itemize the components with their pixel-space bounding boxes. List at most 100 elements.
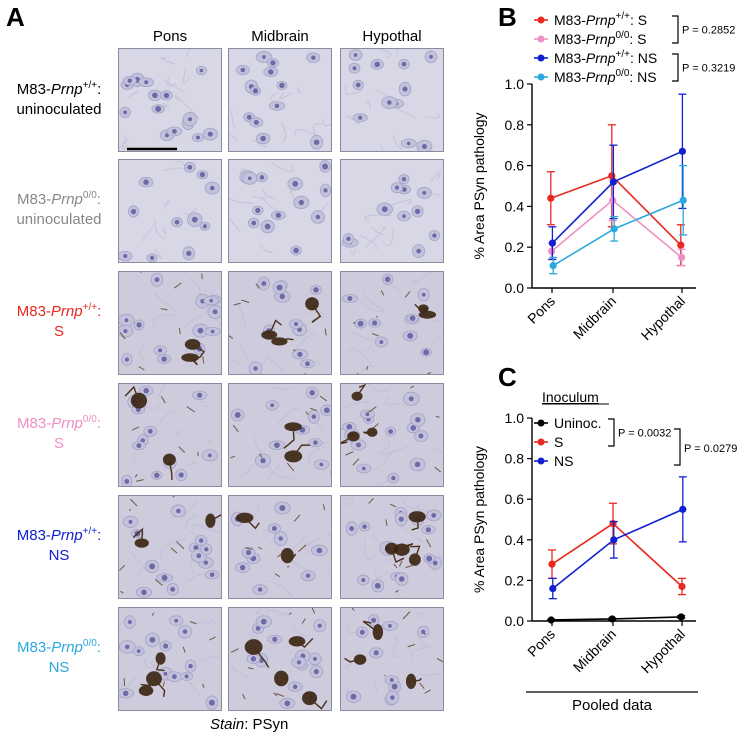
micrograph-image xyxy=(341,496,443,598)
legend-label: M83-Prnp0/0: S xyxy=(554,30,647,47)
micrograph-image xyxy=(341,160,443,262)
row-label-condition: NS xyxy=(48,547,70,564)
y-tick-label: 0.4 xyxy=(505,532,525,548)
row-label-colon: : xyxy=(97,303,102,320)
data-point xyxy=(608,172,616,180)
data-point xyxy=(678,147,686,155)
row-label-sup: 0/0 xyxy=(82,190,97,201)
significance-bracket: P = 0.0279 xyxy=(674,428,737,466)
panel-letter-a: A xyxy=(6,2,25,32)
column-header-pons: Pons xyxy=(152,28,188,45)
y-tick-label: 0.8 xyxy=(505,451,525,467)
x-tick-label: Hypothal xyxy=(638,626,688,676)
micrograph-tile xyxy=(228,495,332,599)
row-label-genotype: M83-Prnp+/+: xyxy=(0,76,118,100)
data-point xyxy=(547,194,555,202)
y-tick-label: 0.4 xyxy=(505,198,525,214)
row-label-condition: S xyxy=(53,323,64,340)
micrograph-image xyxy=(341,49,443,151)
micrograph-tile xyxy=(340,48,444,152)
micrograph-image xyxy=(119,160,221,262)
micrograph-tile xyxy=(118,383,222,487)
x-tick-label: Pons xyxy=(524,626,558,660)
y-axis-label: % Area PSyn pathology xyxy=(471,112,487,259)
row-label-prefix: M83- xyxy=(16,303,51,320)
row-label: M83-Prnp0/0: NS xyxy=(0,634,118,678)
stain-value: : PSyn xyxy=(244,716,289,733)
legend-item: NS xyxy=(534,453,573,469)
legend-item: M83-Prnp+/+: NS xyxy=(534,49,657,66)
y-tick-label: 0.8 xyxy=(505,117,525,133)
row-label-genotype: M83-Prnp0/0: xyxy=(0,634,118,658)
micrograph-image xyxy=(119,272,221,374)
micrograph-tile xyxy=(228,48,332,152)
x-tick-label: Midbrain xyxy=(570,293,619,342)
y-axis-label: % Area PSyn pathology xyxy=(471,446,487,593)
row-label-colon: : xyxy=(97,81,102,98)
micrograph-image xyxy=(119,496,221,598)
x-tick-label: Midbrain xyxy=(570,626,619,675)
row-label: M83-Prnp0/0: uninoculated xyxy=(0,186,118,230)
data-point xyxy=(549,261,557,270)
row-label-genotype: M83-Prnp+/+: xyxy=(0,522,118,546)
micrograph-tile xyxy=(118,495,222,599)
micrograph-tile xyxy=(118,607,222,711)
micrograph-image xyxy=(229,160,331,262)
panel-letter-b: B xyxy=(498,2,517,32)
row-label-prefix: M83- xyxy=(17,191,52,208)
column-header-midbrain: Midbrain xyxy=(251,28,309,45)
row-label-gene: Prnp xyxy=(50,303,83,320)
micrograph-tile xyxy=(118,159,222,263)
micrograph-image xyxy=(229,496,331,598)
data-point xyxy=(677,241,685,249)
row-label-sup: +/+ xyxy=(82,526,98,537)
micrograph-tile xyxy=(228,383,332,487)
data-point xyxy=(608,615,616,623)
data-point xyxy=(609,196,617,204)
legend-label: M83-Prnp+/+: S xyxy=(554,11,647,28)
micrograph-image xyxy=(341,272,443,374)
y-tick-label: 1.0 xyxy=(505,76,525,92)
legend-label: M83-Prnp+/+: NS xyxy=(554,49,657,66)
row-label-condition: NS xyxy=(48,659,70,676)
micrograph-tile xyxy=(340,495,444,599)
row-label-prefix: M83- xyxy=(17,639,52,656)
legend-label: NS xyxy=(554,453,573,469)
data-point xyxy=(548,560,556,568)
chart-b: 0.0 0.2 0.4 0.6 0.8 1.0 Pons Midbrain Hypothal % … xyxy=(471,11,735,343)
micrograph-tile xyxy=(340,271,444,375)
micrograph-tile xyxy=(228,271,332,375)
panel-letter-c: C xyxy=(498,362,517,392)
row-label-colon: : xyxy=(97,527,102,544)
data-point xyxy=(677,613,685,621)
significance-bracket: P = 0.3219 xyxy=(672,53,735,82)
row-label-colon: : xyxy=(96,415,101,432)
row-label-gene: Prnp xyxy=(51,639,83,656)
data-point xyxy=(547,616,555,624)
legend-label: S xyxy=(554,434,563,450)
legend-item: M83-Prnp+/+: S xyxy=(534,11,647,28)
micrograph-tile xyxy=(340,383,444,487)
stain-caption: Stain: PSyn xyxy=(210,716,288,733)
row-label-genotype: M83-Prnp0/0: xyxy=(0,186,118,210)
legend-item: M83-Prnp0/0: S xyxy=(534,30,647,47)
row-label-condition: uninoculated xyxy=(16,211,102,228)
micrograph-image xyxy=(341,384,443,486)
data-point xyxy=(549,584,557,593)
micrograph-tile xyxy=(340,159,444,263)
row-label-gene: Prnp xyxy=(51,191,83,208)
x-axis-label: Pooled data xyxy=(572,697,653,714)
row-label-sup: 0/0 xyxy=(82,638,97,649)
row-label-condition: S xyxy=(53,435,64,452)
micrograph-image xyxy=(229,272,331,374)
data-point xyxy=(548,239,556,247)
stain-label: Stain xyxy=(210,716,245,733)
legend-label: M83-Prnp0/0: NS xyxy=(554,68,657,85)
micrograph-image xyxy=(229,49,331,151)
p-value-label: P = 0.0279 xyxy=(684,443,737,455)
chart-c: 0.0 0.2 0.4 0.6 0.8 1.0 Pons Midbrain Hypothal % … xyxy=(471,389,737,714)
p-value-label: P = 0.3219 xyxy=(682,63,735,75)
row-label-sup: +/+ xyxy=(82,80,98,91)
data-point xyxy=(678,253,686,261)
y-tick-label: 0.6 xyxy=(505,491,525,507)
